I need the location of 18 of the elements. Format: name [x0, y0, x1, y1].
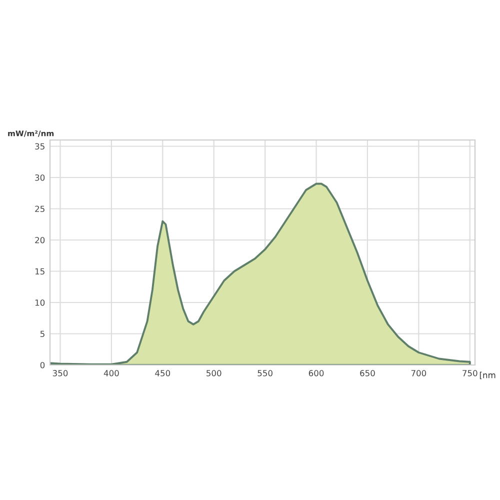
y-tick-label: 35 — [35, 143, 44, 150]
y-tick-label: 5 — [40, 330, 44, 338]
y-tick-label: 25 — [35, 206, 44, 212]
x-axis-title: [nm — [480, 372, 496, 380]
x-tick-label: 700 — [411, 370, 426, 376]
y-tick-label: 30 — [35, 174, 45, 181]
y-tick-label: 15 — [35, 268, 44, 275]
y-tick-label: 0 — [40, 362, 45, 368]
x-tick-label: 500 — [206, 370, 222, 376]
x-tick-label: 600 — [308, 370, 324, 376]
x-tick-label: 550 — [258, 370, 272, 376]
y-tick-label: 20 — [35, 236, 45, 244]
x-tick-label: 400 — [104, 370, 119, 376]
x-tick-label: 750 — [462, 370, 478, 376]
y-tick-label: 10 — [35, 299, 45, 306]
x-tick-label: 450 — [155, 370, 170, 376]
x-tick-label: 650 — [360, 370, 375, 376]
x-tick-label: 350 — [52, 370, 68, 376]
